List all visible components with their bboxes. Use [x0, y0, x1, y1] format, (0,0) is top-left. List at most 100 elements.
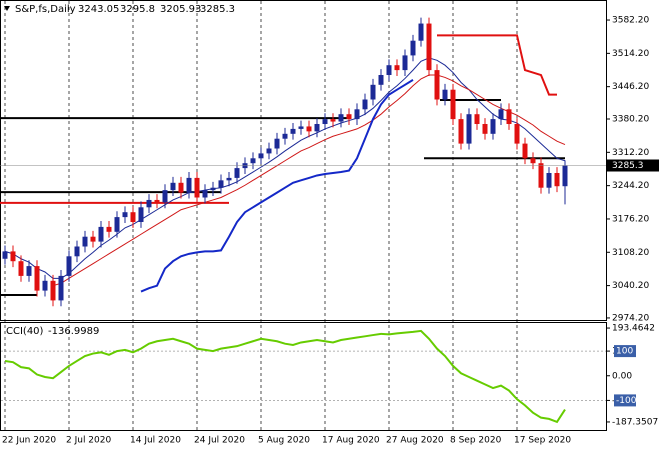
candle-body — [42, 280, 48, 291]
candle-body — [90, 236, 96, 242]
candle-body — [178, 182, 184, 193]
menu-arrow[interactable] — [4, 6, 10, 11]
candle-body — [546, 173, 552, 188]
candle-body — [498, 109, 504, 120]
candle-body — [10, 251, 16, 262]
y-tick-label: 3108.20 — [612, 248, 649, 258]
x-tick-label: 17 Aug 2020 — [322, 436, 380, 446]
candle-body — [490, 119, 496, 134]
candle-body — [226, 177, 232, 181]
candle-body — [258, 153, 264, 159]
candle-body — [106, 226, 112, 232]
y-tick-label: 3380.20 — [612, 115, 649, 125]
y-tick-label: 3446.20 — [612, 82, 649, 92]
y-tick-label: 3040.20 — [612, 281, 649, 291]
candle-body — [210, 187, 216, 191]
last-price-label: 3285.3 — [612, 161, 644, 171]
candle-body — [234, 168, 240, 178]
candle-body — [122, 212, 128, 218]
candle-body — [290, 128, 296, 134]
candle-body — [474, 114, 480, 125]
x-tick-label: 2 Jul 2020 — [66, 436, 111, 446]
candle-body — [146, 199, 152, 208]
candle-body — [186, 177, 192, 193]
candle-body — [554, 173, 560, 187]
overlay-line — [140, 79, 414, 293]
candle-body — [282, 133, 288, 139]
candle-body — [130, 212, 136, 223]
ohlc-open: 3243.05 — [78, 4, 119, 15]
candle-body — [402, 55, 408, 71]
y-tick-label: 3582.20 — [612, 16, 649, 26]
candle-body — [418, 23, 424, 41]
x-tick-label: 27 Aug 2020 — [386, 436, 444, 446]
cci-panel — [0, 322, 607, 431]
y-tick-label: 3514.20 — [612, 49, 649, 59]
candle-body — [386, 65, 392, 76]
candle-body — [306, 126, 312, 132]
candle-body — [338, 114, 344, 122]
candle-body — [506, 109, 512, 125]
x-tick-label: 22 Jun 2020 — [2, 436, 56, 446]
candle-body — [514, 124, 520, 144]
candle-body — [18, 261, 24, 276]
y-tick-label: 2974.20 — [612, 313, 649, 323]
overlay-line — [4, 57, 566, 279]
candle-body — [250, 158, 256, 164]
chart-title: S&P,fs,Daily — [15, 4, 76, 15]
candle-body — [538, 163, 544, 188]
overlay-line — [437, 34, 557, 96]
candle-body — [2, 251, 8, 259]
candle-body — [330, 119, 336, 122]
candle-body — [530, 158, 536, 164]
candle-body — [322, 119, 328, 125]
y-tick-label: 3244.20 — [612, 181, 649, 191]
cci-level-label: 100 — [616, 347, 633, 357]
candle-body — [354, 109, 360, 120]
x-tick-label: 17 Sep 2020 — [514, 436, 571, 446]
last-price-box — [607, 159, 659, 172]
candle-body — [50, 280, 56, 301]
candle-body — [82, 236, 88, 247]
candle-body — [66, 256, 72, 276]
candle-body — [450, 89, 456, 120]
candle-body — [170, 182, 176, 191]
cci-current: -136.9989 — [48, 326, 99, 337]
candle-body — [114, 217, 120, 232]
candle-body — [34, 266, 40, 291]
ohlc-close: 3285.3 — [200, 4, 235, 15]
candle-body — [266, 148, 272, 154]
x-tick-label: 24 Jul 2020 — [194, 436, 245, 446]
candle-body — [202, 190, 208, 198]
candle-body — [410, 40, 416, 56]
candle-body — [482, 124, 488, 134]
x-tick-label: 14 Jul 2020 — [130, 436, 181, 446]
candle-body — [394, 65, 400, 71]
y-tick-label: 3176.20 — [612, 214, 649, 224]
x-tick-label: 8 Sep 2020 — [450, 436, 502, 446]
candle-body — [522, 143, 528, 159]
y-tick-label: -187.3507 — [612, 417, 658, 427]
y-tick-label: 0.00 — [612, 371, 632, 381]
candle-body — [370, 84, 376, 100]
candle-body — [154, 199, 160, 203]
candle-body — [426, 23, 432, 71]
candle-body — [26, 266, 32, 276]
candle-body — [434, 70, 440, 100]
candle-body — [458, 119, 464, 144]
candle-body — [466, 114, 472, 144]
candle-body — [58, 275, 64, 301]
price-panel — [0, 0, 607, 321]
y-tick-label: 3312.20 — [612, 148, 649, 158]
candle-body — [74, 246, 80, 257]
candle-body — [314, 124, 320, 132]
candle-body — [218, 180, 224, 188]
candle-body — [162, 190, 168, 203]
candle-body — [138, 207, 144, 223]
candle-body — [442, 89, 448, 100]
candle-body — [378, 75, 384, 85]
cci-level-box — [614, 394, 636, 407]
cci-level-label: -100 — [616, 396, 637, 406]
ohlc-high: 3295.8 — [120, 4, 155, 15]
